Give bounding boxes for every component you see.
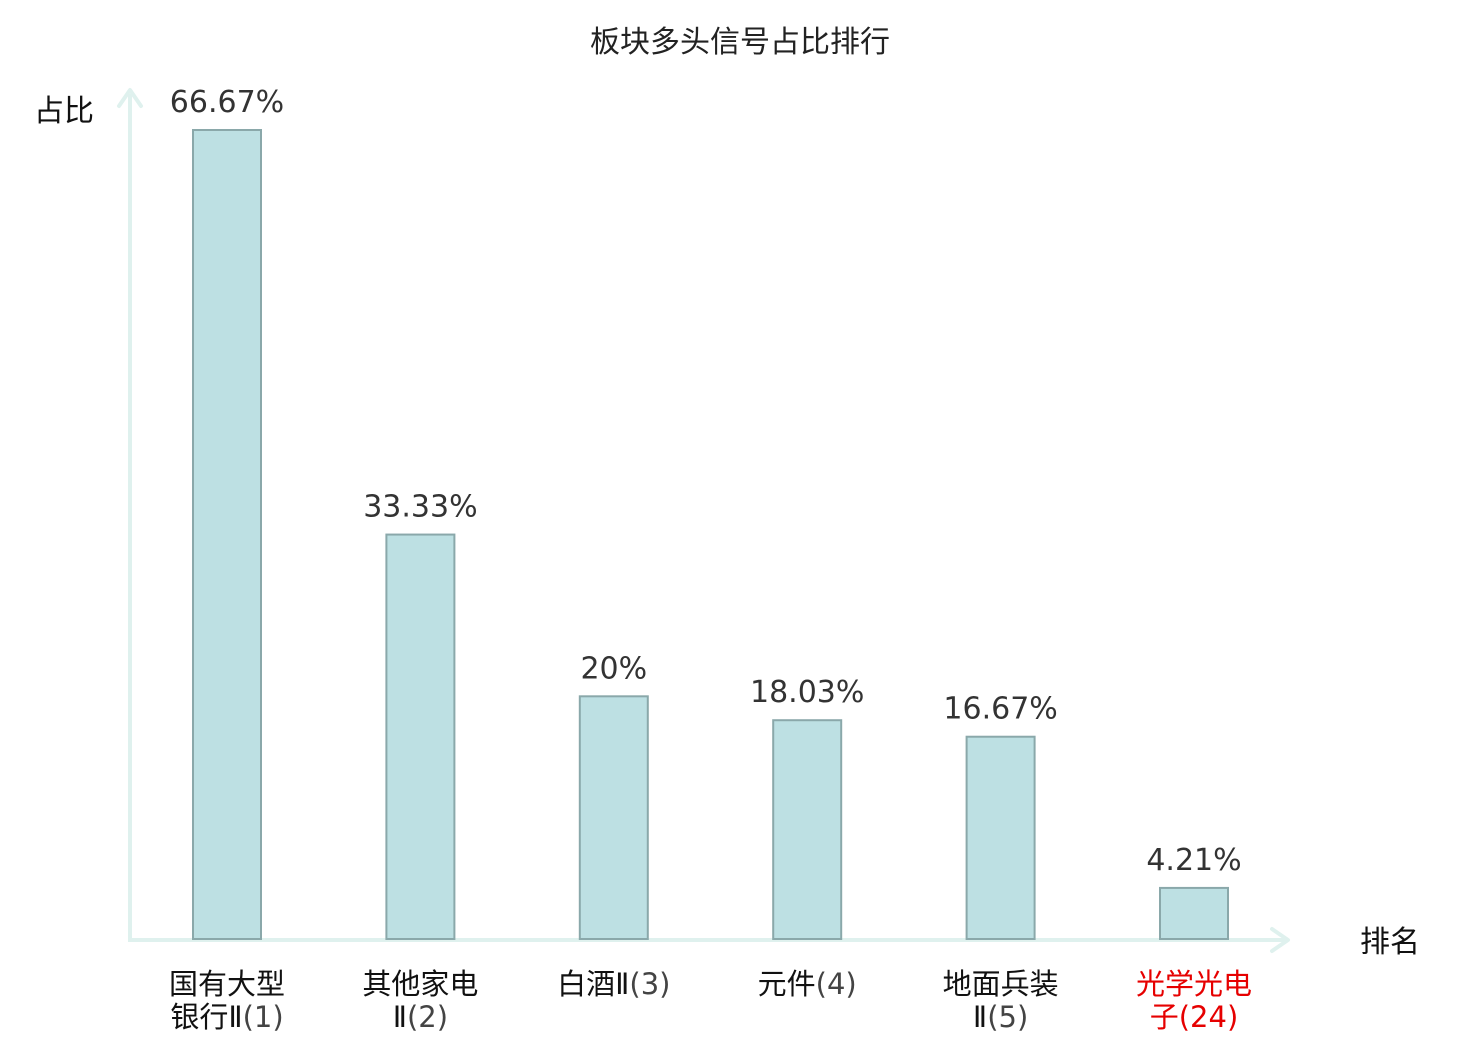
x-axis-title: 排名 [1360,925,1420,960]
category-label-line: 银行Ⅱ [170,1000,242,1034]
y-axis-arrow [117,88,143,108]
category-label: 地面兵装 Ⅱ(5) [943,967,1059,1034]
bars-group [192,129,1229,941]
category-rank: (24) [1179,1000,1239,1034]
bar-value-label: 20% [580,651,647,686]
category-rank: (3) [629,967,670,1001]
category-label-line: 元件 [758,967,816,1001]
bar [965,735,1036,940]
value-labels-group: 66.67% 33.33% 20% 18.03% 16.67% 4.21% [170,85,1242,878]
bar-value-label: 16.67% [943,692,1057,727]
chart-title: 板块多头信号占比排行 [590,25,890,60]
y-axis-title: 占比 [34,94,94,129]
category-rank: (1) [243,1000,284,1034]
bar [192,129,262,940]
bar-value-label: 18.03% [750,675,864,710]
x-axis-arrow [1270,927,1290,953]
category-label-line: 其他家电 [362,967,478,1001]
category-label-line: 地面兵装 [943,967,1059,1001]
category-rank: (5) [987,1000,1028,1034]
category-label-line: 光学光电 [1136,967,1252,1001]
category-rank: (2) [407,1000,448,1034]
category-label: 白酒Ⅱ(3) [557,967,670,1001]
bar [772,719,843,941]
category-label-line: Ⅱ [973,1000,987,1034]
bar [1159,886,1229,940]
category-label-line: 国有大型 [169,967,285,1001]
category-label: 光学光电子(24) [1136,967,1252,1034]
category-label-line: 白酒Ⅱ [557,967,629,1001]
category-label: 元件(4) [758,967,857,1001]
category-label-line: Ⅱ [393,1000,407,1034]
category-labels-group: 国有大型银行Ⅱ(1)其他家电 Ⅱ(2)白酒Ⅱ(3) 元件(4) 地面兵装 Ⅱ(5)光学光… [169,967,1252,1034]
category-rank: (4) [816,967,857,1001]
bar-value-label: 4.21% [1146,843,1241,878]
bar-value-label: 66.67% [170,85,284,120]
bar [578,695,649,940]
bar [385,533,456,940]
category-label: 其他家电 Ⅱ(2) [362,967,478,1034]
bar-value-label: 33.33% [363,490,477,525]
category-label: 国有大型银行Ⅱ(1) [169,967,285,1034]
category-label-line: 子 [1150,1000,1179,1034]
